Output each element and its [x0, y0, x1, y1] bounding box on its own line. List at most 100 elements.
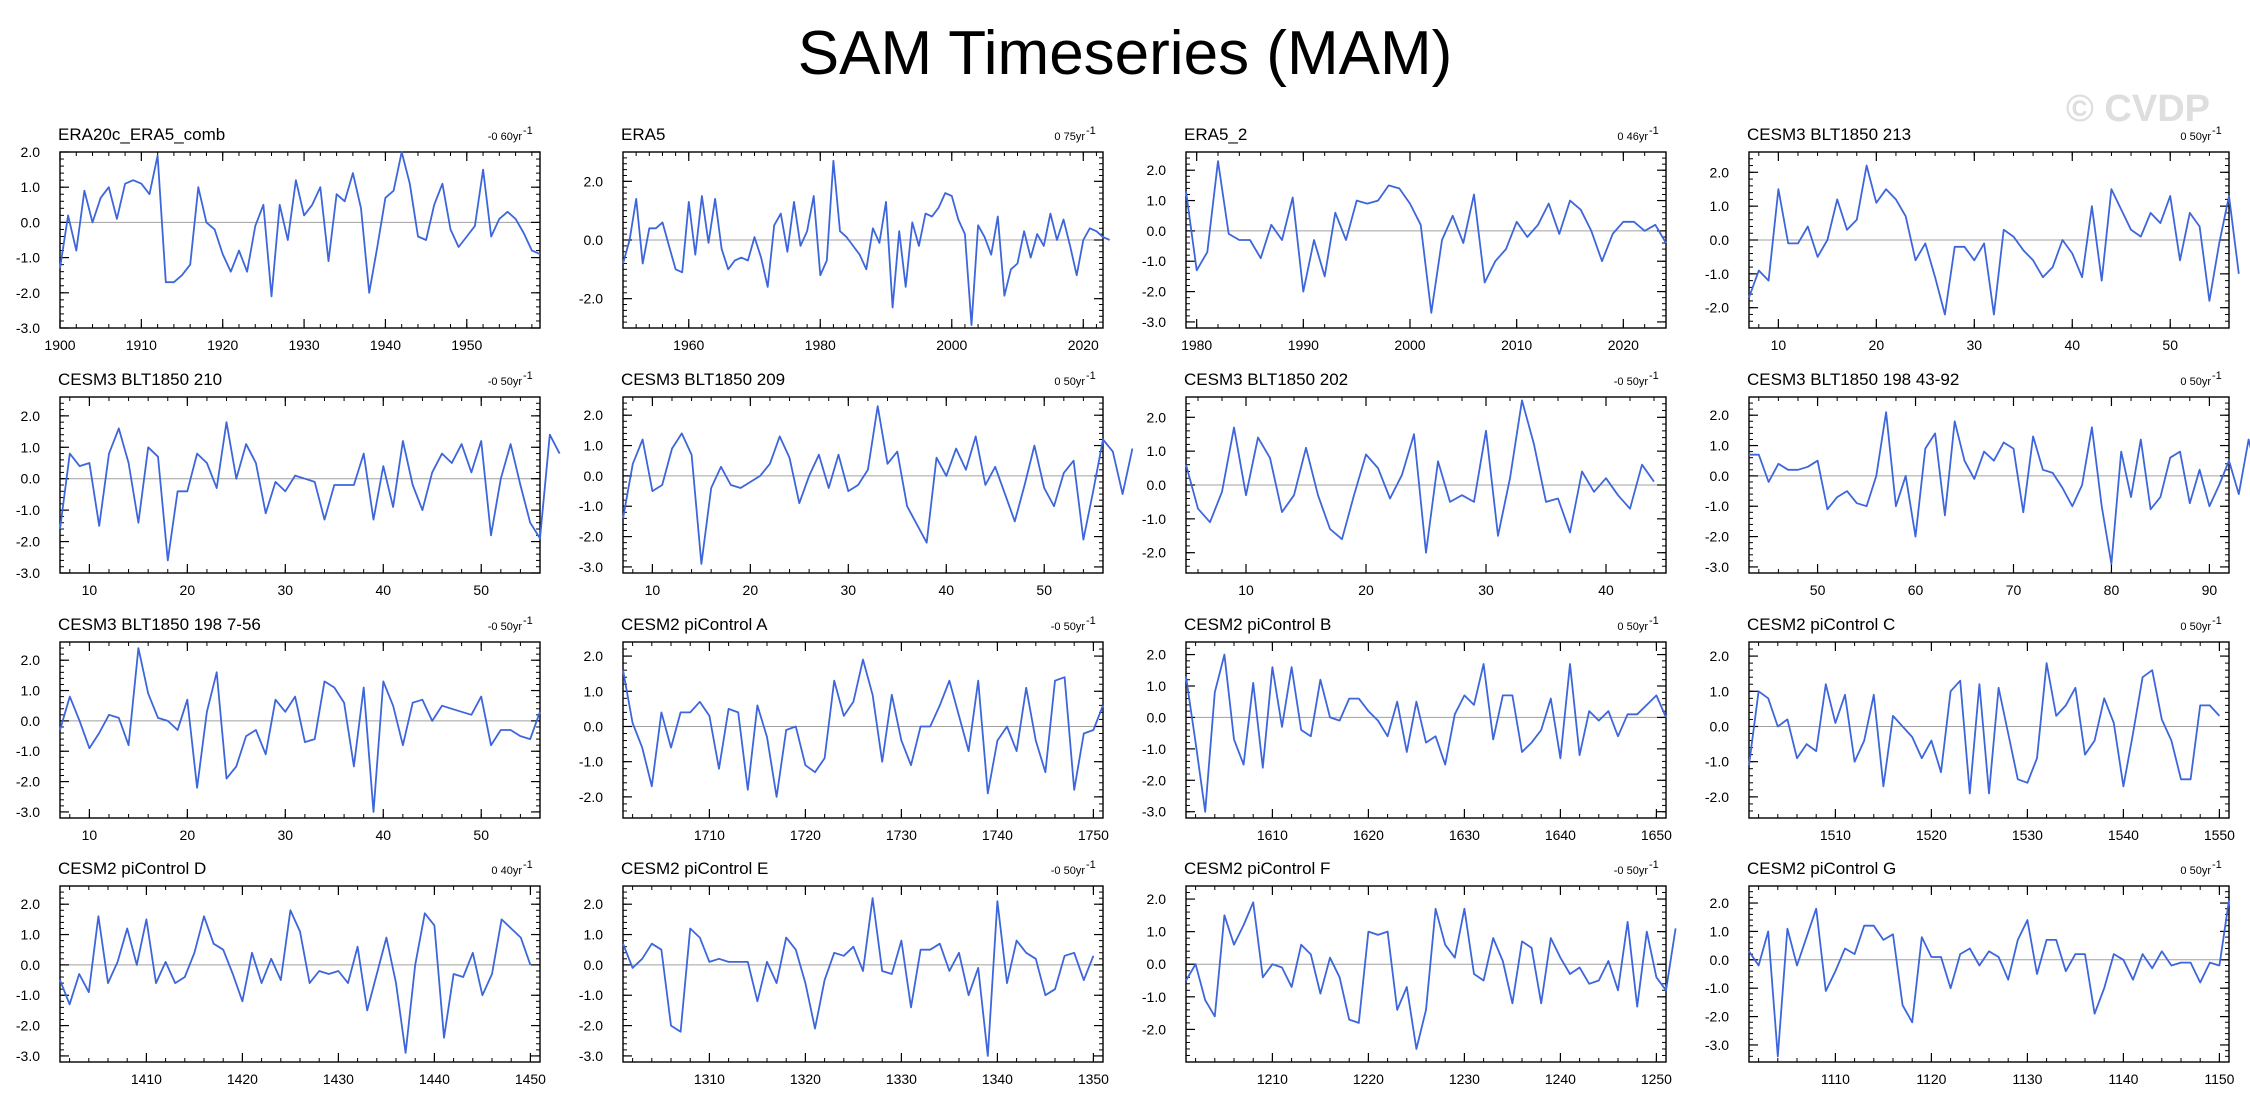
x-tick-label: 1710	[694, 827, 725, 843]
y-tick-label: -3.0	[16, 1048, 40, 1064]
x-tick-label: 20	[743, 582, 759, 598]
y-tick-label: 2.0	[1147, 647, 1167, 663]
y-tick-label: 1.0	[1710, 198, 1730, 214]
x-tick-label: 1210	[1257, 1071, 1288, 1087]
x-tick-label: 1120	[1916, 1071, 1946, 1087]
x-tick-label: 50	[473, 827, 489, 843]
panel-9: CESM3 BLT1850 198 7-56 -0 50yr -1 -3.0 -2.0 -…	[16, 615, 541, 843]
y-tick-label: -2.0	[16, 285, 40, 301]
panel-3: ERA5_2 0 46yr -1 -3.0 -2.0 -1.0 0.0 1.0 2.0 1980 1…	[1142, 125, 1667, 353]
y-tick-label: 2.0	[1147, 409, 1167, 425]
trend-exponent: -1	[1649, 125, 1659, 137]
y-tick-label: 1.0	[21, 927, 41, 943]
x-tick-label: 1220	[1353, 1071, 1384, 1087]
panel-trend: -0 50yr	[488, 376, 523, 388]
y-tick-label: -1.0	[1705, 980, 1729, 996]
x-tick-label: 1110	[1821, 1071, 1850, 1087]
y-tick-label: -1.0	[579, 987, 603, 1003]
x-tick-label: 1150	[2204, 1071, 2234, 1087]
panel-title: CESM2 piControl D	[58, 859, 206, 878]
y-tick-label: -2.0	[16, 534, 40, 550]
series-line	[1748, 164, 2240, 316]
x-tick-label: 1230	[1449, 1071, 1480, 1087]
x-tick-label: 1730	[886, 827, 917, 843]
panel-4: CESM3 BLT1850 213 0 50yr -1 -2.0 -1.0 0.0 1.0 2…	[1705, 125, 2240, 353]
y-tick-label: 0.0	[1147, 477, 1167, 493]
y-tick-label: 1.0	[1710, 438, 1730, 454]
plot-frame	[59, 151, 541, 329]
y-tick-label: 1.0	[21, 439, 41, 455]
x-tick-label: 1430	[323, 1071, 354, 1087]
trend-exponent: -1	[1649, 370, 1659, 382]
y-tick-label: 0.0	[584, 468, 604, 484]
y-tick-label: -3.0	[16, 320, 40, 336]
x-tick-label: 40	[375, 582, 391, 598]
x-tick-label: 2020	[1608, 337, 1639, 353]
panel-trend: 0 50yr	[2180, 376, 2211, 388]
x-tick-label: 1340	[982, 1071, 1013, 1087]
panel-trend: 0 50yr	[1617, 621, 1648, 633]
y-tick-label: -1.0	[1705, 754, 1729, 770]
plot-frame	[622, 641, 1104, 819]
x-tick-label: 20	[180, 582, 196, 598]
x-tick-label: 1720	[790, 827, 821, 843]
y-tick-label: -3.0	[1142, 314, 1166, 330]
y-tick-label: 0.0	[1147, 709, 1167, 725]
panel-12: CESM2 piControl C 0 50yr -1 -2.0 -1.0 0.0 1.0 2…	[1705, 615, 2235, 843]
x-tick-label: 1620	[1353, 827, 1384, 843]
panel-trend: 0 50yr	[2180, 621, 2211, 633]
x-tick-label: 20	[180, 827, 196, 843]
x-tick-label: 1610	[1257, 827, 1288, 843]
y-tick-label: -1.0	[16, 743, 40, 759]
x-tick-label: 1650	[1641, 827, 1672, 843]
x-tick-label: 70	[2006, 582, 2022, 598]
trend-exponent: -1	[2212, 370, 2222, 382]
x-tick-label: 50	[473, 582, 489, 598]
plot-frame	[59, 641, 541, 819]
y-tick-label: 1.0	[1147, 443, 1167, 459]
y-tick-label: -2.0	[1142, 545, 1166, 561]
panel-title: CESM2 piControl B	[1184, 615, 1331, 634]
y-tick-label: -1.0	[579, 754, 603, 770]
x-tick-label: 1540	[2108, 827, 2139, 843]
panel-trend: 0 46yr	[1617, 131, 1648, 143]
x-tick-label: 1920	[207, 337, 238, 353]
panel-title: CESM2 piControl A	[621, 615, 768, 634]
trend-exponent: -1	[1649, 859, 1659, 871]
panel-title: CESM2 piControl C	[1747, 615, 1895, 634]
x-tick-label: 10	[645, 582, 661, 598]
y-tick-label: 1.0	[1710, 683, 1730, 699]
panel-title: CESM2 piControl G	[1747, 859, 1896, 878]
trend-exponent: -1	[523, 615, 533, 627]
y-tick-label: -1.0	[579, 498, 603, 514]
panel-trend: -0 50yr	[1051, 865, 1086, 877]
x-tick-label: 1930	[288, 337, 319, 353]
y-tick-label: 1.0	[21, 179, 41, 195]
x-tick-label: 1420	[227, 1071, 258, 1087]
y-tick-label: 2.0	[584, 896, 604, 912]
series-line	[1749, 411, 2250, 565]
y-tick-label: -3.0	[1705, 559, 1729, 575]
series-line	[622, 405, 1134, 565]
panel-title: CESM3 BLT1850 202	[1184, 370, 1348, 389]
panel-2: ERA5 0 75yr -1 -2.0 0.0 2.0 1960 1980 2000 2020	[579, 125, 1110, 353]
x-tick-label: 40	[938, 582, 954, 598]
y-tick-label: 0.0	[21, 214, 41, 230]
series-line	[59, 151, 541, 298]
x-tick-label: 40	[375, 827, 391, 843]
y-tick-label: -1.0	[1705, 266, 1729, 282]
y-tick-label: -2.0	[16, 774, 40, 790]
y-tick-label: 2.0	[21, 896, 41, 912]
y-tick-label: -2.0	[1705, 789, 1729, 805]
y-tick-label: -2.0	[16, 1018, 40, 1034]
panel-trend: 0 50yr	[2180, 865, 2211, 877]
y-tick-label: -3.0	[579, 1048, 603, 1064]
y-tick-label: -1.0	[1705, 498, 1729, 514]
series-line	[622, 658, 1104, 798]
y-tick-label: 0.0	[21, 713, 41, 729]
y-tick-label: -2.0	[1705, 300, 1729, 316]
panel-13: CESM2 piControl D 0 40yr -1 -3.0 -2.0 -1.0 0.0…	[16, 859, 546, 1087]
panel-14: CESM2 piControl E -0 50yr -1 -3.0 -2.0 -1.0 0.…	[579, 859, 1109, 1087]
y-tick-label: 0.0	[1147, 956, 1167, 972]
